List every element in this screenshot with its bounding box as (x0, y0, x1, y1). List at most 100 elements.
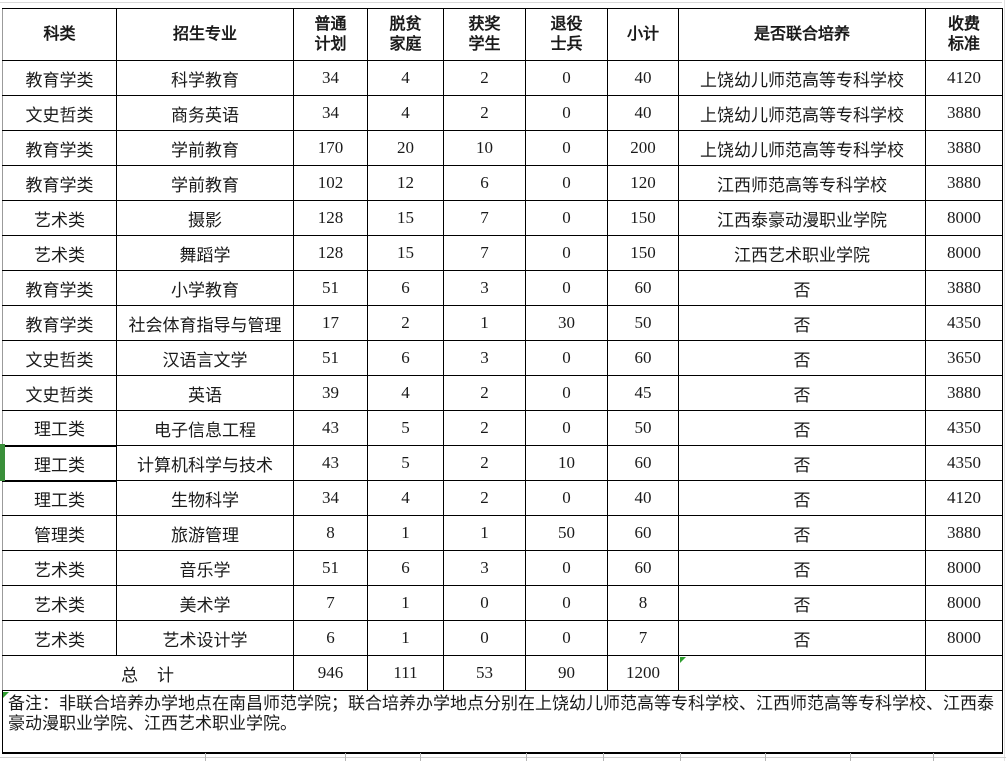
cell-joint[interactable]: 否 (678, 375, 926, 411)
cell-award[interactable]: 2 (443, 375, 526, 411)
cell-subtotal[interactable]: 50 (607, 410, 679, 446)
cell-fee[interactable]: 4350 (925, 305, 1003, 341)
cell-category[interactable]: 文史哲类 (2, 375, 117, 411)
cell-joint[interactable]: 江西艺术职业学院 (678, 235, 926, 271)
cell-award[interactable]: 3 (443, 340, 526, 376)
cell-poverty[interactable]: 1 (367, 585, 444, 621)
cell-regular[interactable]: 51 (293, 340, 368, 376)
cell-major[interactable]: 音乐学 (116, 550, 294, 586)
cell-category[interactable]: 教育学类 (2, 270, 117, 306)
cell-joint[interactable]: 否 (678, 410, 926, 446)
cell-subtotal[interactable]: 60 (607, 270, 679, 306)
cell-joint[interactable]: 否 (678, 305, 926, 341)
cell-joint[interactable]: 上饶幼儿师范高等专科学校 (678, 95, 926, 131)
cell-award[interactable]: 10 (443, 130, 526, 166)
note-cell[interactable]: 备注：非联合培养办学地点在南昌师范学院；联合培养办学地点分别在上饶幼儿师范高等专… (2, 690, 1003, 754)
cell-award[interactable]: 1 (443, 515, 526, 551)
column-header-fee[interactable]: 收费 标准 (925, 8, 1003, 61)
cell-joint[interactable]: 江西泰豪动漫职业学院 (678, 200, 926, 236)
cell-poverty[interactable]: 1 (367, 515, 444, 551)
cell-subtotal[interactable]: 200 (607, 130, 679, 166)
cell-regular[interactable]: 51 (293, 270, 368, 306)
cell-subtotal[interactable]: 150 (607, 200, 679, 236)
cell-subtotal[interactable]: 40 (607, 60, 679, 96)
cell-subtotal[interactable]: 150 (607, 235, 679, 271)
cell-category[interactable]: 教育学类 (2, 165, 117, 201)
cell-award[interactable]: 7 (443, 235, 526, 271)
cell-veteran[interactable]: 0 (525, 480, 608, 516)
cell-award[interactable]: 2 (443, 445, 526, 481)
cell-major[interactable]: 美术学 (116, 585, 294, 621)
cell-regular[interactable]: 6 (293, 620, 368, 656)
cell-veteran[interactable]: 0 (525, 620, 608, 656)
cell-major[interactable]: 学前教育 (116, 130, 294, 166)
cell-category[interactable]: 理工类 (2, 480, 117, 516)
cell-poverty[interactable]: 1 (367, 620, 444, 656)
total-fee[interactable] (925, 655, 1003, 691)
cell-subtotal[interactable]: 8 (607, 585, 679, 621)
column-header-award[interactable]: 获奖 学生 (443, 8, 526, 61)
cell-award[interactable]: 2 (443, 95, 526, 131)
cell-veteran[interactable]: 0 (525, 585, 608, 621)
cell-subtotal[interactable]: 60 (607, 515, 679, 551)
cell-veteran[interactable]: 0 (525, 95, 608, 131)
cell-category[interactable]: 理工类 (2, 410, 117, 446)
total-award[interactable]: 53 (443, 655, 526, 691)
cell-regular[interactable]: 8 (293, 515, 368, 551)
cell-poverty[interactable]: 4 (367, 60, 444, 96)
cell-poverty[interactable]: 4 (367, 375, 444, 411)
cell-regular[interactable]: 34 (293, 95, 368, 131)
column-header-poverty[interactable]: 脱贫 家庭 (367, 8, 444, 61)
cell-category[interactable]: 教育学类 (2, 60, 117, 96)
cell-subtotal[interactable]: 60 (607, 340, 679, 376)
cell-fee[interactable]: 3880 (925, 95, 1003, 131)
column-header-joint[interactable]: 是否联合培养 (678, 8, 926, 61)
cell-veteran[interactable]: 0 (525, 235, 608, 271)
cell-veteran[interactable]: 0 (525, 270, 608, 306)
cell-joint[interactable]: 上饶幼儿师范高等专科学校 (678, 60, 926, 96)
cell-joint[interactable]: 否 (678, 270, 926, 306)
cell-fee[interactable]: 8000 (925, 550, 1003, 586)
cell-major[interactable]: 艺术设计学 (116, 620, 294, 656)
cell-joint[interactable]: 否 (678, 340, 926, 376)
cell-major[interactable]: 计算机科学与技术 (116, 445, 294, 481)
column-header-veteran[interactable]: 退役 士兵 (525, 8, 608, 61)
cell-fee[interactable]: 4120 (925, 60, 1003, 96)
cell-veteran[interactable]: 50 (525, 515, 608, 551)
cell-subtotal[interactable]: 45 (607, 375, 679, 411)
cell-fee[interactable]: 3880 (925, 165, 1003, 201)
cell-joint[interactable]: 否 (678, 515, 926, 551)
cell-fee[interactable]: 8000 (925, 620, 1003, 656)
cell-major[interactable]: 生物科学 (116, 480, 294, 516)
total-joint[interactable] (678, 655, 926, 691)
cell-subtotal[interactable]: 40 (607, 480, 679, 516)
cell-subtotal[interactable]: 40 (607, 95, 679, 131)
cell-poverty[interactable]: 6 (367, 270, 444, 306)
cell-veteran[interactable]: 0 (525, 550, 608, 586)
total-label[interactable]: 总 计 (2, 655, 294, 691)
cell-veteran[interactable]: 30 (525, 305, 608, 341)
cell-fee[interactable]: 3880 (925, 270, 1003, 306)
cell-poverty[interactable]: 6 (367, 340, 444, 376)
cell-regular[interactable]: 34 (293, 480, 368, 516)
cell-subtotal[interactable]: 7 (607, 620, 679, 656)
cell-regular[interactable]: 17 (293, 305, 368, 341)
cell-fee[interactable]: 3880 (925, 130, 1003, 166)
cell-fee[interactable]: 4350 (925, 410, 1003, 446)
cell-poverty[interactable]: 15 (367, 200, 444, 236)
cell-category[interactable]: 艺术类 (2, 550, 117, 586)
cell-poverty[interactable]: 5 (367, 410, 444, 446)
cell-poverty[interactable]: 6 (367, 550, 444, 586)
cell-category[interactable]: 艺术类 (2, 620, 117, 656)
cell-subtotal[interactable]: 60 (607, 550, 679, 586)
cell-veteran[interactable]: 0 (525, 375, 608, 411)
cell-award[interactable]: 7 (443, 200, 526, 236)
cell-major[interactable]: 汉语言文学 (116, 340, 294, 376)
cell-category[interactable]: 艺术类 (2, 235, 117, 271)
cell-poverty[interactable]: 4 (367, 95, 444, 131)
total-veteran[interactable]: 90 (525, 655, 608, 691)
cell-fee[interactable]: 8000 (925, 235, 1003, 271)
cell-veteran[interactable]: 10 (525, 445, 608, 481)
cell-poverty[interactable]: 20 (367, 130, 444, 166)
cell-award[interactable]: 3 (443, 270, 526, 306)
